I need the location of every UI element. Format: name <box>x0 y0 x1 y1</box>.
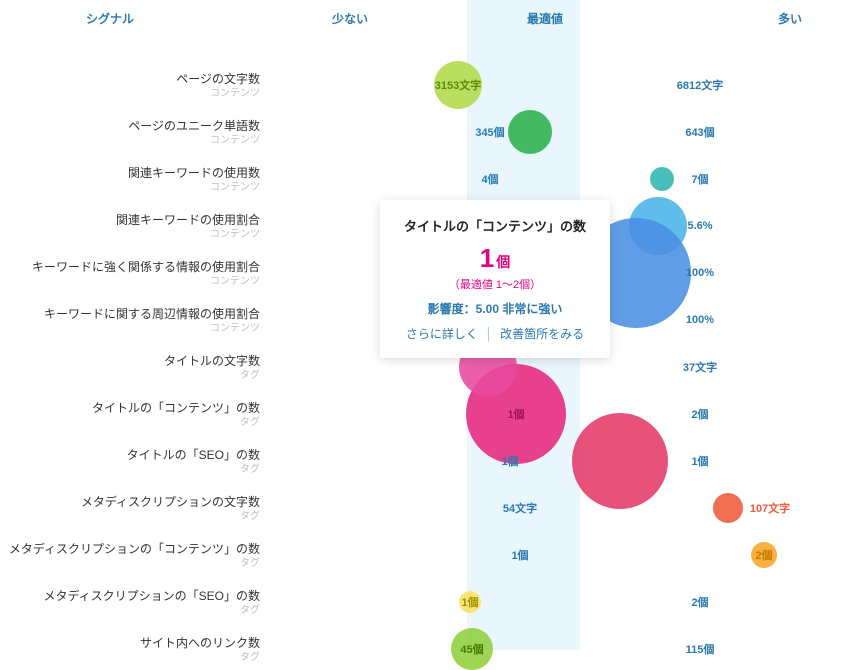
tooltip-card: タイトルの「コンテンツ」の数 1個 （最適値 1〜2個） 影響度：5.00 非常… <box>380 200 610 358</box>
row-title: タイトルの「SEO」の数 <box>0 447 260 464</box>
row-title: ページのユニーク単語数 <box>0 118 260 135</box>
value-label: 6812文字 <box>677 77 723 93</box>
value-label: 2個 <box>691 406 708 422</box>
tooltip-link-separator: │ <box>485 327 493 341</box>
value-label: 2個 <box>755 547 772 563</box>
row-label: ページの文字数コンテンツ <box>0 71 260 100</box>
row-category: コンテンツ <box>0 182 260 194</box>
row-category: コンテンツ <box>0 229 260 241</box>
header-few: 少ない <box>332 10 368 27</box>
value-label: 115個 <box>686 641 715 657</box>
chart-container: シグナル 少ない 最適値 多い ページの文字数コンテンツページのユニーク単語数コ… <box>0 0 860 650</box>
tooltip-value-number: 1 <box>480 243 494 273</box>
row-label: 関連キーワードの使用割合コンテンツ <box>0 212 260 241</box>
value-label: 2個 <box>691 594 708 610</box>
row-title: 関連キーワードの使用数 <box>0 165 260 182</box>
tooltip-impact: 影響度：5.00 非常に強い <box>402 300 588 317</box>
row-title: タイトルの文字数 <box>0 353 260 370</box>
value-label: 7個 <box>691 171 708 187</box>
row-labels: ページの文字数コンテンツページのユニーク単語数コンテンツ関連キーワードの使用数コ… <box>0 0 280 650</box>
value-label: 1個 <box>507 406 524 422</box>
row-title: メタディスクリプションの文字数 <box>0 494 260 511</box>
tooltip-link-improve[interactable]: 改善箇所をみる <box>500 327 584 341</box>
row-label: キーワードに関する周辺情報の使用割合コンテンツ <box>0 306 260 335</box>
row-category: タグ <box>0 370 260 382</box>
bubble[interactable] <box>650 167 674 191</box>
row-title: キーワードに強く関係する情報の使用割合 <box>0 259 260 276</box>
value-label: 4個 <box>481 171 498 187</box>
value-label: 1個 <box>461 594 478 610</box>
row-category: タグ <box>0 652 260 664</box>
row-category: コンテンツ <box>0 88 260 100</box>
value-label: 37文字 <box>683 359 717 375</box>
value-label: 45個 <box>460 641 483 657</box>
tooltip-value-unit: 個 <box>496 254 510 270</box>
row-label: 関連キーワードの使用数コンテンツ <box>0 165 260 194</box>
row-label: キーワードに強く関係する情報の使用割合コンテンツ <box>0 259 260 288</box>
value-label: 107文字 <box>750 500 790 516</box>
value-label: 100% <box>686 267 714 279</box>
value-label: 3153文字 <box>435 77 481 93</box>
tooltip-link-more[interactable]: さらに詳しく <box>406 327 478 341</box>
header-optimal: 最適値 <box>527 10 563 27</box>
bubble[interactable] <box>572 413 668 509</box>
row-title: メタディスクリプションの「コンテンツ」の数 <box>0 541 260 558</box>
row-label: メタディスクリプションの文字数タグ <box>0 494 260 523</box>
row-title: タイトルの「コンテンツ」の数 <box>0 400 260 417</box>
row-title: サイト内へのリンク数 <box>0 635 260 652</box>
value-label: 345個 <box>475 124 504 140</box>
value-label: 5.6% <box>687 220 712 232</box>
row-category: コンテンツ <box>0 135 260 147</box>
row-category: タグ <box>0 511 260 523</box>
value-label: 1個 <box>501 453 518 469</box>
row-label: メタディスクリプションの「コンテンツ」の数タグ <box>0 541 260 570</box>
row-label: メタディスクリプションの「SEO」の数タグ <box>0 588 260 617</box>
row-label: ページのユニーク単語数コンテンツ <box>0 118 260 147</box>
row-category: タグ <box>0 558 260 570</box>
row-label: サイト内へのリンク数タグ <box>0 635 260 664</box>
tooltip-title: タイトルの「コンテンツ」の数 <box>402 216 588 235</box>
bubble[interactable] <box>713 493 743 523</box>
value-label: 54文字 <box>503 500 537 516</box>
row-title: ページの文字数 <box>0 71 260 88</box>
value-label: 643個 <box>685 124 714 140</box>
row-category: タグ <box>0 464 260 476</box>
row-label: タイトルの「SEO」の数タグ <box>0 447 260 476</box>
row-category: タグ <box>0 417 260 429</box>
row-label: タイトルの文字数タグ <box>0 353 260 382</box>
header-many: 多い <box>778 10 802 27</box>
row-category: タグ <box>0 605 260 617</box>
tooltip-links: さらに詳しく │ 改善箇所をみる <box>402 325 588 342</box>
row-title: 関連キーワードの使用割合 <box>0 212 260 229</box>
row-label: タイトルの「コンテンツ」の数タグ <box>0 400 260 429</box>
row-category: コンテンツ <box>0 276 260 288</box>
row-title: メタディスクリプションの「SEO」の数 <box>0 588 260 605</box>
value-label: 1個 <box>511 547 528 563</box>
tooltip-range: （最適値 1〜2個） <box>402 276 588 292</box>
bubble[interactable] <box>508 110 552 154</box>
value-label: 100% <box>686 314 714 326</box>
row-category: コンテンツ <box>0 323 260 335</box>
tooltip-value: 1個 <box>402 243 588 274</box>
row-title: キーワードに関する周辺情報の使用割合 <box>0 306 260 323</box>
value-label: 1個 <box>691 453 708 469</box>
